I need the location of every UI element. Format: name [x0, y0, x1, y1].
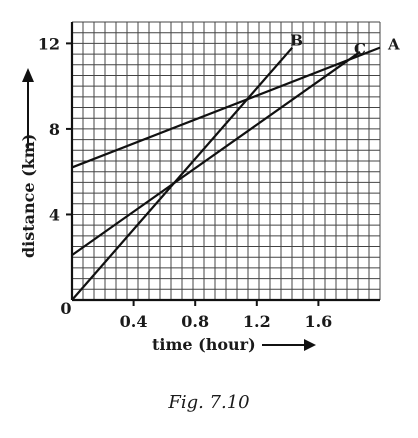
x-tick-label: 0.4 [120, 312, 148, 331]
x-tick-label: 1.2 [243, 312, 271, 331]
x-axis-label-arrow-head [304, 339, 316, 351]
y-tick-label: 12 [38, 34, 60, 53]
x-tick-label: 1.6 [304, 312, 332, 331]
x-tick-label: 0.8 [181, 312, 209, 331]
series-lines [71, 46, 381, 301]
y-tick-label: 4 [49, 205, 60, 224]
origin-label: 0 [60, 299, 71, 318]
y-tick-label: 8 [49, 120, 60, 139]
series-label-C: C [354, 40, 366, 58]
series-label-A: A [387, 36, 400, 54]
axes [22, 22, 380, 351]
series-line-C [71, 51, 361, 256]
series-label-B: B [290, 32, 303, 50]
figure-caption: Fig. 7.10 [168, 392, 250, 413]
series-line-A [71, 46, 381, 169]
x-axis-label: time (hour) [152, 335, 256, 354]
grid [71, 21, 381, 301]
y-axis-label-arrow-head [22, 68, 34, 82]
series-line-B [71, 46, 294, 301]
y-axis-label: distance (km) [19, 134, 38, 258]
